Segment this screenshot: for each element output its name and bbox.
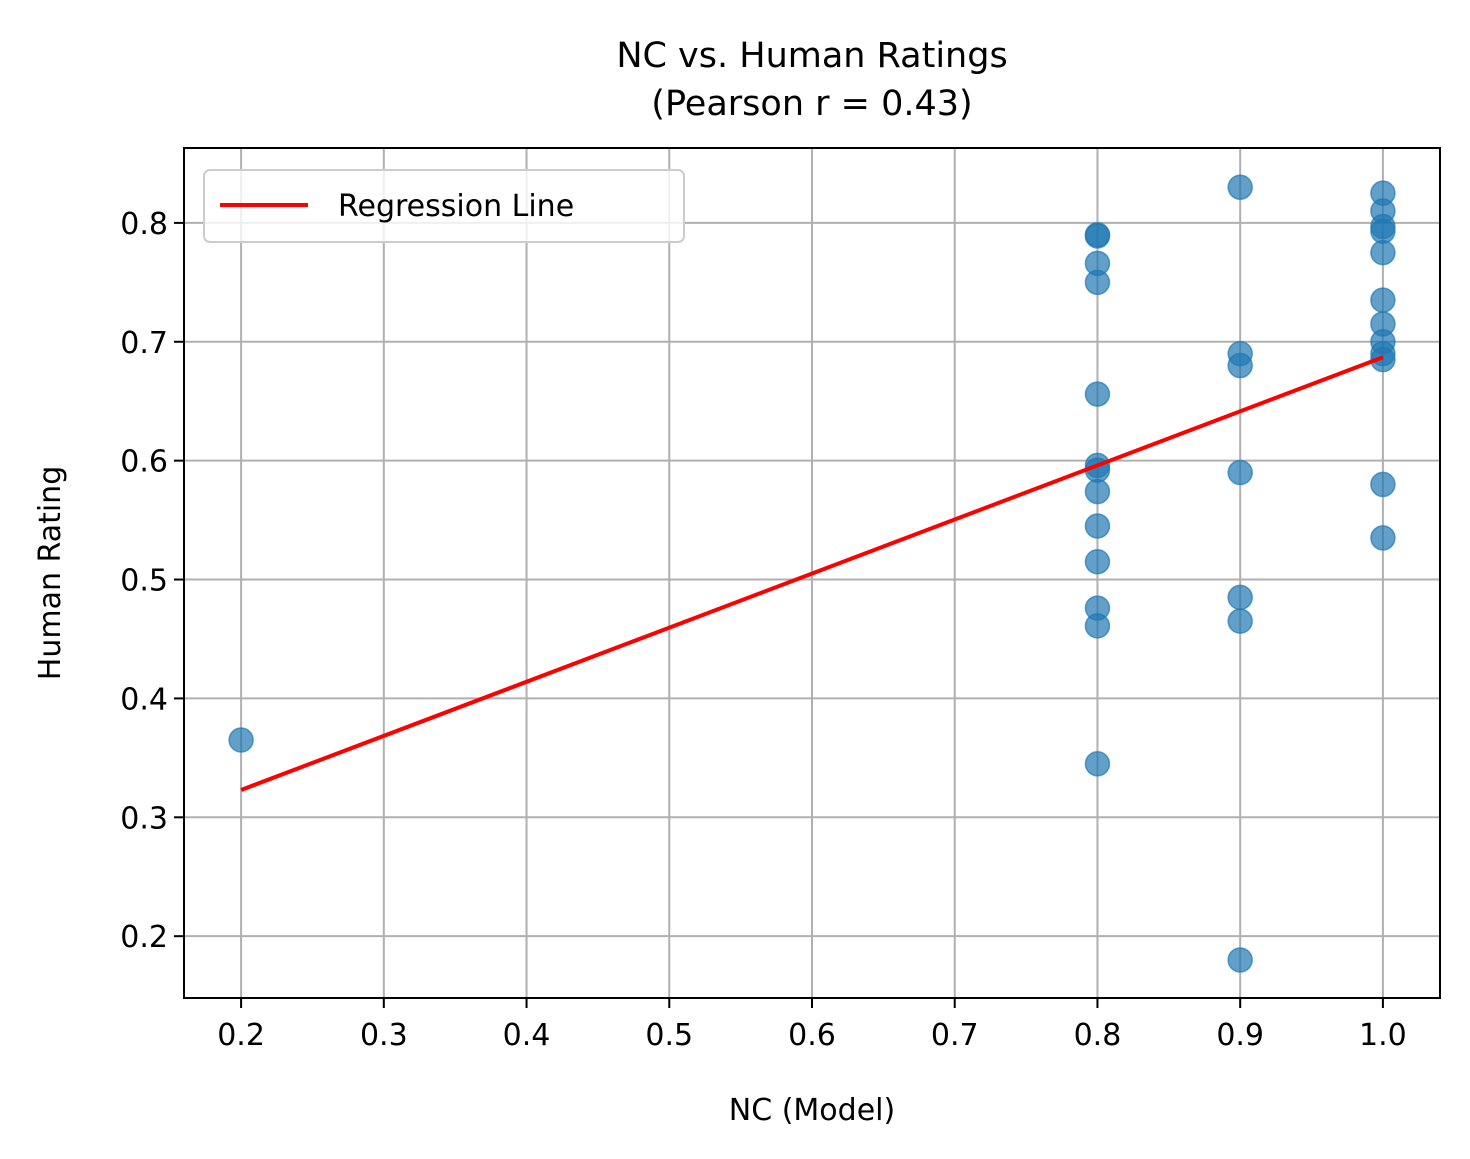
regression-line-group — [240, 355, 1384, 792]
x-axis-label: NC (Model) — [729, 1093, 895, 1128]
data-point — [1370, 239, 1396, 266]
data-point — [1227, 947, 1253, 973]
y-tick-label: 0.3 — [120, 801, 168, 836]
x-tick-label: 0.8 — [1074, 1018, 1122, 1053]
y-tick-label: 0.5 — [120, 564, 168, 599]
data-point — [1084, 751, 1111, 777]
legend-box — [203, 169, 685, 243]
x-tick-label: 0.5 — [645, 1018, 693, 1053]
y-axis-label: Human Rating — [33, 466, 68, 680]
data-point — [1227, 584, 1253, 611]
data-point — [1084, 381, 1111, 407]
y-gridlines — [184, 221, 1440, 938]
data-point — [1084, 223, 1111, 249]
y-ticks: 0.2 0.3 0.4 0.5 0.6 0.7 0.8 — [120, 207, 184, 955]
data-point — [1370, 525, 1396, 551]
x-tick-label: 0.2 — [217, 1018, 265, 1053]
y-tick-label: 0.4 — [120, 682, 168, 717]
data-point — [1370, 346, 1396, 373]
x-tick-label: 1.0 — [1359, 1018, 1407, 1053]
legend-label: Regression Line — [338, 189, 574, 224]
data-point — [1084, 513, 1111, 539]
x-ticks: 0.2 0.3 0.4 0.5 0.6 0.7 0.8 0.9 1.0 — [217, 998, 1407, 1053]
data-point — [1084, 478, 1111, 505]
y-tick-label: 0.8 — [120, 207, 168, 242]
data-point — [1370, 287, 1396, 313]
regression-line — [240, 355, 1384, 792]
x-tick-label: 0.4 — [503, 1018, 551, 1053]
data-point — [1370, 218, 1396, 244]
data-point — [1227, 352, 1253, 379]
chart-title-line-2: (Pearson r = 0.43) — [651, 84, 972, 124]
data-point — [1227, 174, 1253, 200]
data-point — [228, 727, 254, 753]
x-tick-label: 0.7 — [931, 1018, 979, 1053]
x-tick-label: 0.3 — [360, 1018, 408, 1053]
x-tick-label: 0.6 — [788, 1018, 836, 1053]
chart-title-line-1: NC vs. Human Ratings — [616, 36, 1007, 76]
data-point — [1084, 548, 1111, 575]
data-point — [1370, 471, 1396, 498]
x-tick-label: 0.9 — [1216, 1018, 1264, 1053]
data-point — [1227, 459, 1253, 486]
y-tick-label: 0.2 — [120, 920, 168, 955]
data-point — [1084, 613, 1111, 639]
legend: Regression Line — [203, 169, 685, 243]
data-point — [1227, 608, 1253, 634]
y-tick-label: 0.6 — [120, 445, 168, 480]
y-tick-label: 0.7 — [120, 326, 168, 361]
data-point — [1084, 269, 1111, 296]
